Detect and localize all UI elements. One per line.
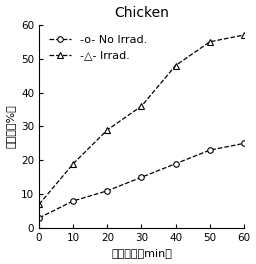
Legend: -o- No Irrad., -△- Irrad.: -o- No Irrad., -△- Irrad.: [45, 30, 152, 65]
Title: Chicken: Chicken: [114, 6, 169, 20]
X-axis label: 酶解时间（min）: 酶解时间（min）: [111, 248, 172, 258]
Y-axis label: 水解度（%）: 水解度（%）: [6, 105, 16, 148]
